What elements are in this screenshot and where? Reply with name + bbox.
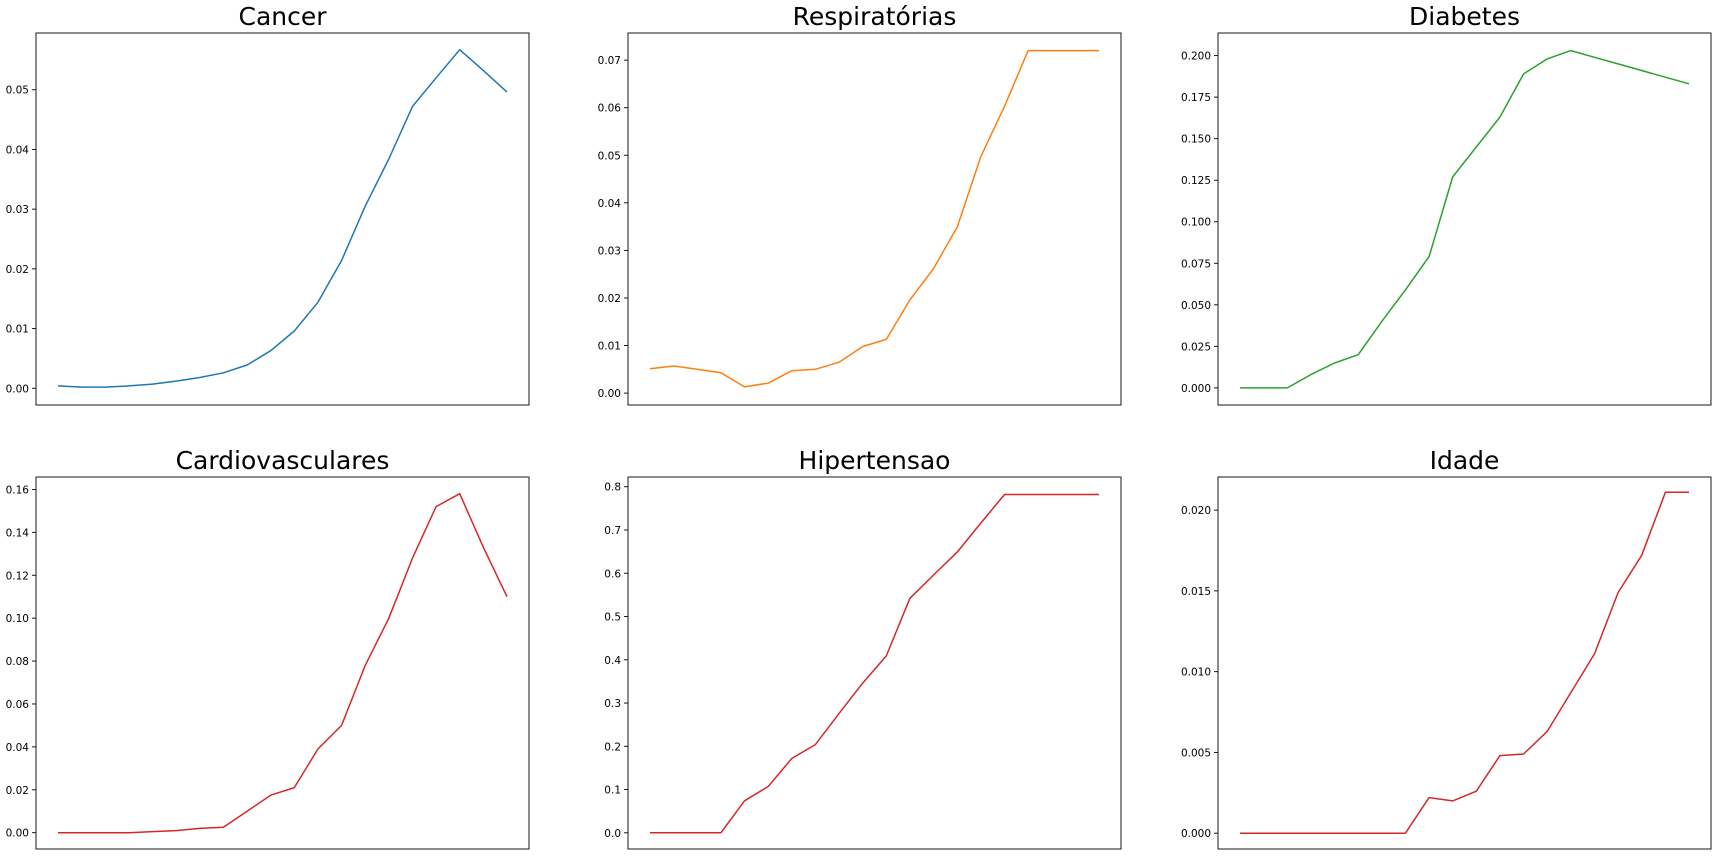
y-tick-label: 0.01	[598, 341, 621, 353]
y-tick-label: 0.00	[598, 388, 621, 400]
axes-frame	[35, 476, 530, 850]
y-tick-label: 0.14	[6, 527, 30, 539]
y-tick-label: 0.10	[6, 613, 29, 625]
axes-frame	[1217, 32, 1712, 406]
y-tick-label: 0.08	[6, 656, 29, 668]
y-tick-label: 0.06	[6, 699, 30, 711]
y-tick-label: 0.020	[1181, 505, 1211, 517]
y-tick-label: 0.04	[6, 144, 30, 156]
axes-frame	[35, 32, 530, 406]
y-tick-label: 0.6	[604, 568, 621, 580]
subplot-4: Cardiovasculares 0.00 0.02 0.04 0.06 0.08 0.10…	[6, 446, 530, 850]
subplot-title: Respiratórias	[793, 2, 957, 31]
y-tick-label: 0.000	[1181, 828, 1211, 840]
y-tick-label: 0.025	[1181, 341, 1211, 353]
y-tick-label: 0.075	[1181, 258, 1211, 270]
subplot-title: Idade	[1430, 446, 1500, 475]
y-tick-label: 0.015	[1181, 586, 1211, 598]
y-tick-label: 0.4	[604, 655, 621, 667]
y-tick-label: 0.00	[6, 828, 29, 840]
y-tick-label: 0.150	[1181, 134, 1211, 146]
y-tick-label: 0.005	[1181, 747, 1211, 759]
subplot-title: Hipertensao	[799, 446, 951, 475]
y-tick-label: 0.000	[1181, 383, 1211, 395]
y-tick-label: 0.03	[598, 245, 621, 257]
y-tick-label: 0.8	[604, 482, 621, 494]
y-tick-label: 0.05	[598, 150, 621, 162]
y-tick-label: 0.04	[598, 198, 622, 210]
axes-frame	[627, 476, 1122, 850]
y-tick-label: 0.5	[604, 612, 621, 624]
subplot-5: Hipertensao 0.0 0.1 0.2 0.3 0.4 0.5 0.6 0.7 0.8	[604, 446, 1122, 850]
series-line	[58, 492, 508, 834]
y-tick-label: 0.06	[598, 103, 622, 115]
subplot-6: Idade 0.000 0.005 0.010 0.015 0.020	[1181, 446, 1712, 850]
y-tick-label: 0.1	[604, 785, 621, 797]
axes-frame	[627, 32, 1122, 406]
y-tick-label: 0.16	[6, 484, 30, 496]
subplot-title: Cardiovasculares	[176, 446, 390, 475]
y-tick-label: 0.175	[1181, 92, 1211, 104]
series-line	[1240, 491, 1689, 834]
y-tick-label: 0.00	[6, 383, 29, 395]
y-tick-label: 0.010	[1181, 667, 1211, 679]
y-tick-label: 0.050	[1181, 300, 1211, 312]
y-tick-label: 0.02	[6, 785, 29, 797]
subplot-3: Diabetes 0.000 0.025 0.050 0.075 0.100 0.125 0.…	[1181, 2, 1712, 406]
y-tick-label: 0.02	[598, 293, 621, 305]
y-tick-label: 0.02	[6, 264, 29, 276]
y-tick-label: 0.01	[6, 324, 29, 336]
y-tick-label: 0.04	[6, 742, 30, 754]
y-tick-label: 0.100	[1181, 217, 1211, 229]
series-line	[650, 493, 1099, 834]
subplot-title: Cancer	[238, 2, 327, 31]
y-tick-label: 0.07	[598, 55, 621, 67]
y-tick-label: 0.0	[604, 828, 621, 840]
series-line	[1240, 49, 1690, 389]
y-tick-label: 0.3	[604, 698, 621, 710]
y-tick-label: 0.200	[1181, 51, 1211, 63]
subplot-2: Respiratórias 0.00 0.01 0.02 0.03 0.04 0.05 0.0…	[598, 2, 1122, 406]
y-tick-label: 0.125	[1181, 175, 1211, 187]
series-line	[649, 49, 1099, 388]
subplot-1: Cancer 0.00 0.01 0.02 0.03 0.04 0.05	[6, 2, 530, 406]
axes-frame	[1217, 476, 1712, 850]
y-tick-label: 0.05	[6, 85, 29, 97]
subplot-title: Diabetes	[1409, 2, 1520, 31]
y-tick-label: 0.7	[604, 525, 621, 537]
y-tick-label: 0.03	[6, 204, 29, 216]
series-line	[57, 48, 508, 388]
y-tick-label: 0.2	[604, 741, 621, 753]
y-tick-label: 0.12	[6, 570, 29, 582]
